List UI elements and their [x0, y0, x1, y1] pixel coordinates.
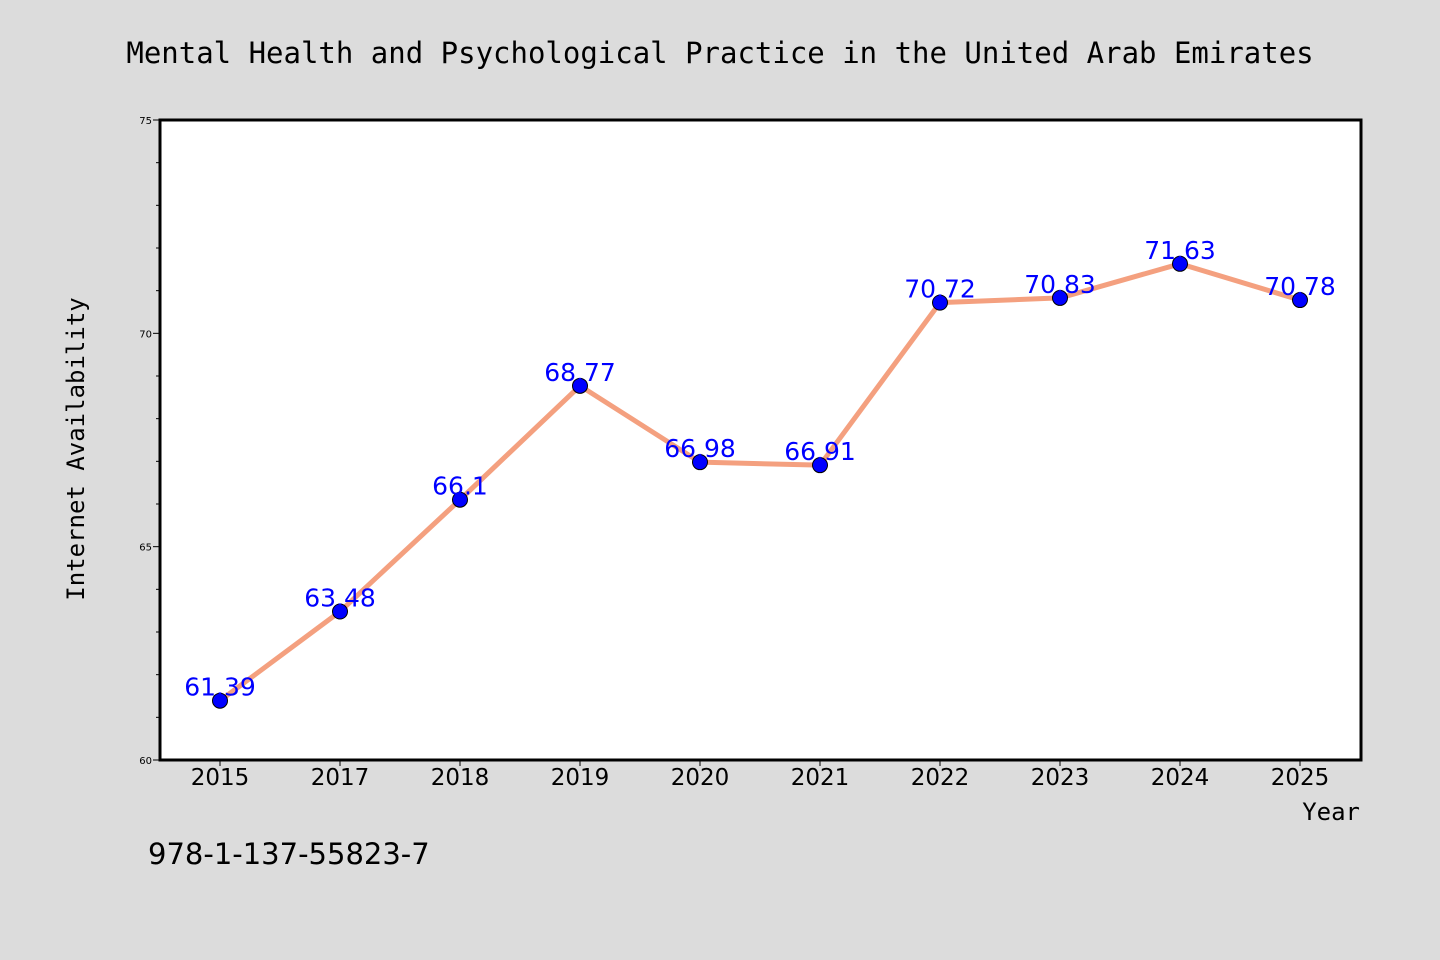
data-point — [1052, 289, 1068, 306]
x-tick-label: 2022 — [911, 765, 970, 791]
isbn-footer: 978-1-137-55823-7 — [148, 837, 430, 871]
y-tick-label: 75 — [139, 116, 152, 127]
data-label: 71.63 — [1144, 236, 1216, 265]
data-label: 68.77 — [544, 358, 616, 387]
data-point — [332, 603, 348, 620]
y-axis-label: Internet Availability — [62, 297, 90, 600]
data-label: 63.48 — [304, 584, 376, 613]
x-tick-label: 2018 — [431, 765, 490, 791]
data-point — [212, 692, 228, 709]
data-label: 66.91 — [784, 437, 856, 466]
data-label: 61.39 — [184, 673, 256, 702]
y-tick-label: 65 — [139, 543, 152, 554]
chart-title: Mental Health and Psychological Practice… — [126, 36, 1313, 70]
series-layer: 61.39 63.48 66.1 68.77 66.98 66.91 70.72 70.83 7… — [184, 236, 1336, 709]
plot-area — [158, 118, 1363, 762]
data-point — [1292, 292, 1308, 309]
x-tick-label: 2024 — [1151, 765, 1210, 791]
x-axis-label: Year — [1302, 798, 1360, 826]
series-line — [217, 261, 1303, 704]
x-tick-label: 2020 — [671, 765, 730, 791]
data-label: 70.78 — [1264, 272, 1336, 301]
y-axis: 60 65 70 75 — [139, 116, 160, 767]
x-tick-label: 2019 — [551, 765, 610, 791]
x-tick-label: 2017 — [311, 765, 370, 791]
data-point — [1172, 255, 1188, 272]
data-label: 66.1 — [432, 472, 488, 501]
data-label: 70.83 — [1024, 270, 1096, 299]
x-tick-label: 2023 — [1031, 765, 1090, 791]
x-tick-label: 2021 — [791, 765, 850, 791]
y-tick-label: 60 — [139, 756, 152, 767]
data-point — [452, 491, 468, 508]
x-axis: 2015 2017 2018 2019 2020 2021 2022 2023 2024 2025 — [191, 760, 1330, 791]
data-label: 66.98 — [664, 434, 736, 463]
x-tick-label: 2025 — [1271, 765, 1330, 791]
data-point — [572, 377, 588, 394]
y-tick-label: 70 — [139, 329, 152, 340]
x-tick-label: 2015 — [191, 765, 250, 791]
data-point — [692, 454, 708, 471]
data-point — [932, 294, 948, 311]
data-label: 70.72 — [904, 275, 976, 304]
data-point — [812, 457, 828, 474]
